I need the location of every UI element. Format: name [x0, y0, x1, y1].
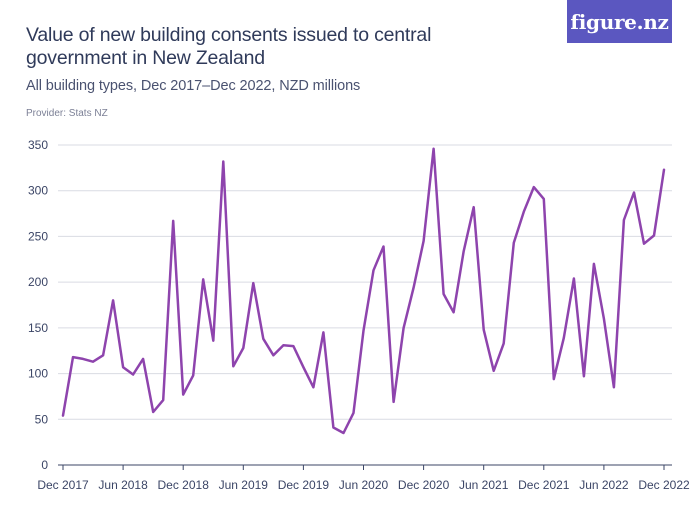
y-tick-label-50: 50	[35, 412, 49, 426]
x-tick-label-8: Dec 2021	[518, 478, 570, 492]
x-tick-label-0: Dec 2017	[37, 478, 89, 492]
x-tick-label-7: Jun 2021	[459, 478, 509, 492]
x-tick-label-4: Dec 2019	[278, 478, 330, 492]
x-tick-label-5: Jun 2020	[339, 478, 389, 492]
x-tick-label-9: Jun 2022	[579, 478, 629, 492]
provider-label: Provider: Stats NZ	[26, 108, 108, 119]
x-tick-label-10: Dec 2022	[638, 478, 690, 492]
y-tick-label-350: 350	[28, 138, 48, 152]
y-tick-label-150: 150	[28, 321, 48, 335]
x-tick-label-1: Jun 2018	[98, 478, 148, 492]
data-series	[61, 147, 666, 435]
y-tick-label-0: 0	[41, 458, 48, 472]
y-tick-label-200: 200	[28, 275, 48, 289]
x-tick-label-3: Jun 2019	[219, 478, 269, 492]
y-tick-label-100: 100	[28, 367, 48, 381]
grid-lines	[58, 144, 672, 420]
chart-title: Value of new building consents issued to…	[26, 24, 432, 69]
chart-subtitle: All building types, Dec 2017–Dec 2022, N…	[26, 78, 361, 94]
y-tick-label-300: 300	[28, 184, 48, 198]
x-axis: Dec 2017 Jun 2018 Dec 2018 Jun 2019 Dec 2019…	[37, 464, 690, 492]
x-tick-label-6: Dec 2020	[398, 478, 450, 492]
y-tick-label-250: 250	[28, 229, 48, 243]
x-tick-label-2: Dec 2018	[158, 478, 210, 492]
figure-nz-logo[interactable]: figure.nz	[567, 0, 672, 43]
y-axis-labels: 0 50 100 150 200 250 300 350	[28, 138, 48, 472]
series-line-0	[61, 147, 666, 435]
